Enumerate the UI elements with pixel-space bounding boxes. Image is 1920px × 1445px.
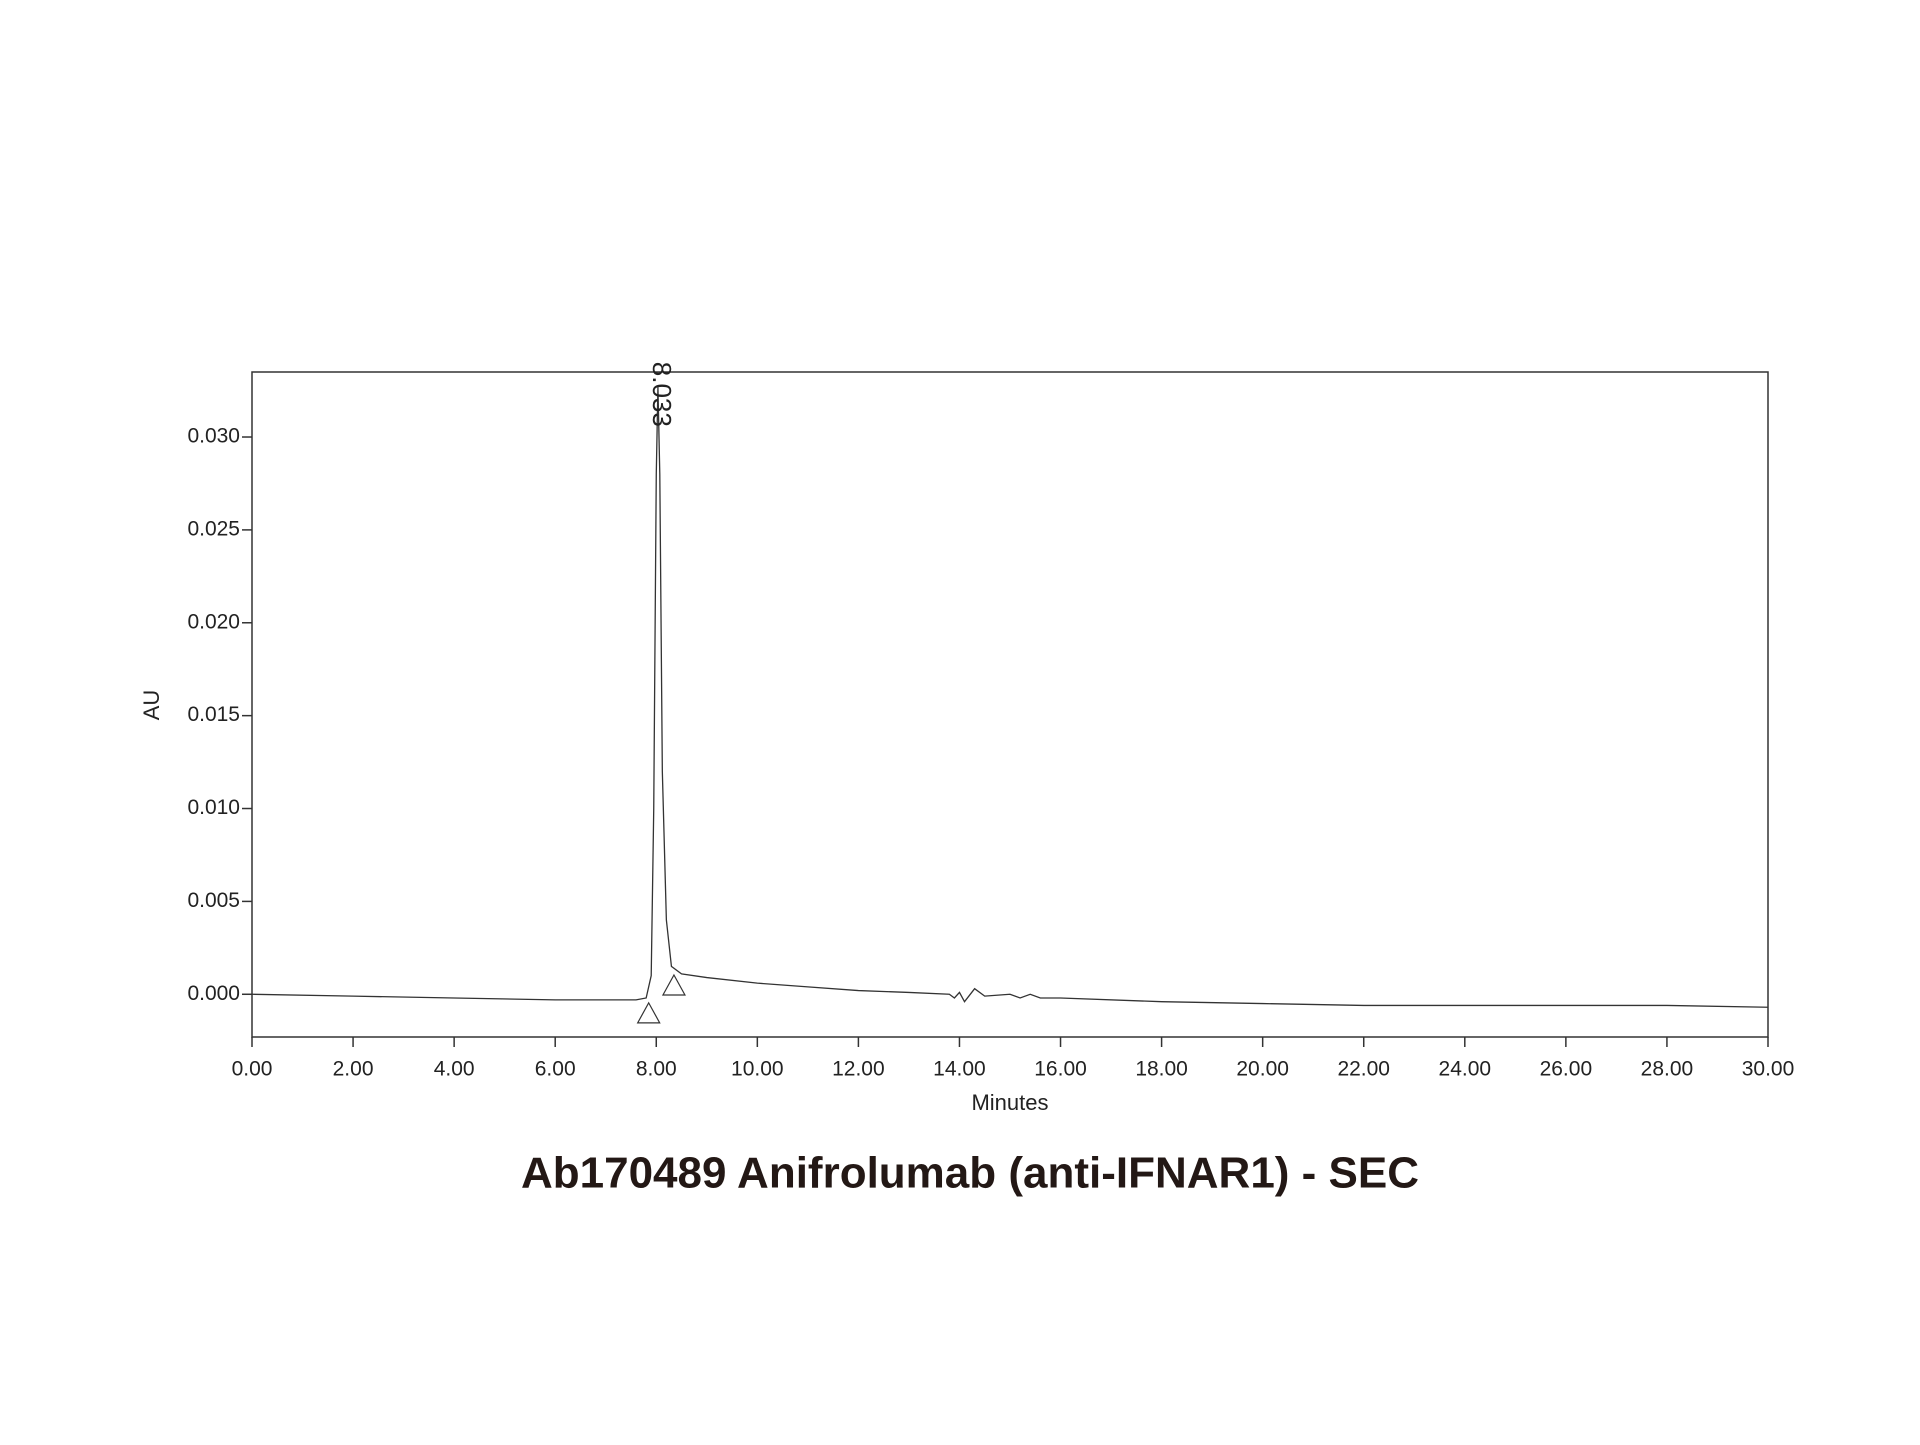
y-tick-label: 0.015	[187, 703, 240, 726]
y-axis-label: AU	[139, 690, 164, 721]
x-tick-label: 2.00	[333, 1058, 374, 1081]
peak-label: 8.033	[647, 362, 677, 427]
chart-title: Ab170489 Anifrolumab (anti-IFNAR1) - SEC	[521, 1149, 1419, 1198]
y-tick-label: 0.025	[187, 517, 240, 540]
x-tick-label: 26.00	[1540, 1058, 1593, 1081]
y-tick-label: 0.005	[187, 889, 240, 912]
y-tick-label: 0.010	[187, 796, 240, 819]
x-tick-label: 12.00	[832, 1058, 885, 1081]
x-tick-label: 22.00	[1337, 1058, 1390, 1081]
y-tick-label: 0.030	[187, 425, 240, 448]
integration-mark	[636, 1001, 661, 1024]
x-tick-label: 6.00	[535, 1058, 576, 1081]
x-tick-label: 20.00	[1236, 1058, 1289, 1081]
x-axis-label: Minutes	[971, 1090, 1048, 1115]
x-tick-label: 14.00	[933, 1058, 986, 1081]
x-tick-label: 24.00	[1439, 1058, 1492, 1081]
x-tick-label: 28.00	[1641, 1058, 1694, 1081]
chromatogram-line	[251, 386, 1769, 1008]
x-tick-label: 16.00	[1034, 1058, 1087, 1081]
x-tick-label: 30.00	[1742, 1058, 1795, 1081]
plot-frame	[251, 371, 1769, 1038]
x-tick-label: 4.00	[434, 1058, 475, 1081]
y-tick-label: 0.020	[187, 610, 240, 633]
x-tick-label: 8.00	[636, 1058, 677, 1081]
x-tick-label: 10.00	[731, 1058, 784, 1081]
integration-mark	[661, 973, 686, 996]
x-tick-label: 18.00	[1135, 1058, 1188, 1081]
x-tick-label: 0.00	[232, 1058, 273, 1081]
y-tick-label: 0.000	[187, 982, 240, 1005]
